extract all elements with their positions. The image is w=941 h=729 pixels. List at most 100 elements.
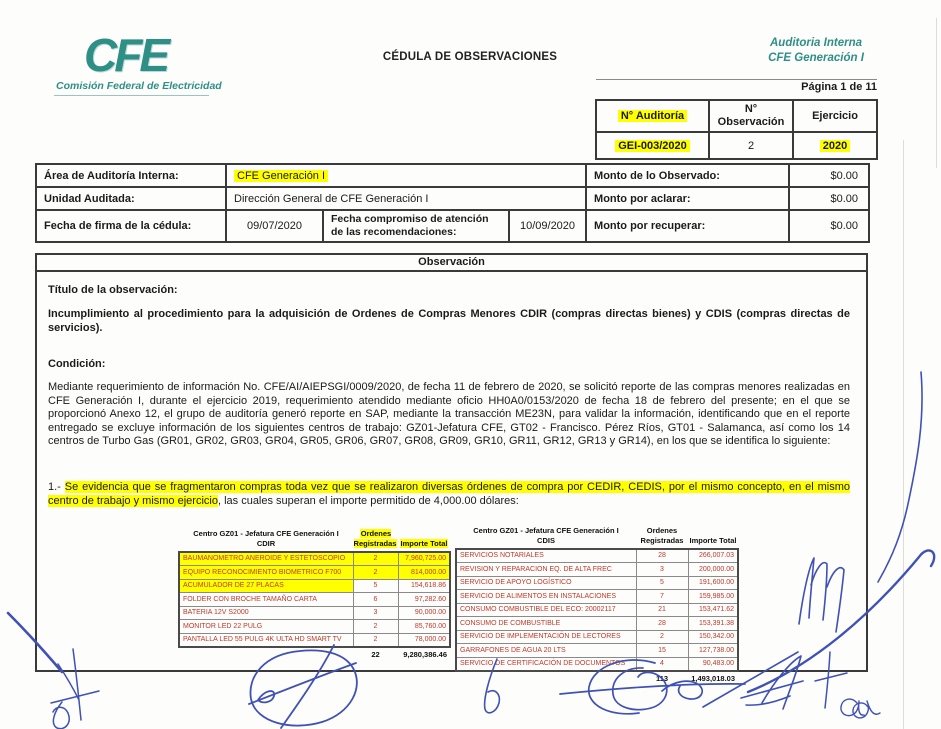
table-row: SERVICIO DE CERTIFICACIÓN DE DOCUMENTOS 4…	[455, 656, 739, 672]
cell-name: CONSUMO DE COMBUSTIBLE	[455, 616, 637, 631]
cell-amount: 154,618.86	[397, 578, 451, 593]
scan-edge-line	[903, 140, 904, 729]
cdir-amount-header: Importe Total	[399, 538, 449, 548]
cell-amount: 97,282.60	[397, 592, 451, 607]
cell-orders: 5	[635, 575, 689, 590]
cdir-total-amount: 9,280,386.46	[403, 650, 447, 659]
finding-prefix: 1.-	[48, 481, 65, 493]
cell-amount: 159,985.00	[687, 589, 739, 604]
cell-orders: 28	[635, 548, 689, 563]
cell-name: CONSUMO COMBUSTIBLE DEL ECO: 20002117	[455, 602, 637, 617]
signature-date-label: Fecha de firma de la cédula:	[35, 208, 227, 244]
cell-orders: 2	[635, 629, 689, 644]
cdis-total-amount: 1,493,018.03	[691, 674, 735, 683]
cell-amount: 191,600.00	[687, 575, 739, 590]
finding-suffix: , las cuales superan el importe permitid…	[217, 494, 519, 507]
cell-orders: 6	[352, 592, 399, 607]
observed-value: $0.00	[788, 163, 871, 188]
cell-name: SERVICIO DE APOYO LOGÍSTICO	[455, 575, 637, 590]
commitment-date-label: Fecha compromiso de atención de las reco…	[322, 208, 510, 244]
cell-name: MONITOR LED 22 PULG	[178, 619, 354, 634]
cdir-total-orders: 22	[371, 650, 380, 659]
cell-orders: 21	[635, 602, 689, 617]
cell-orders: 2	[352, 632, 399, 648]
audit-col-header: N° Auditoría	[595, 99, 710, 133]
cell-amount: 153,471.62	[687, 602, 739, 617]
cell-orders: 3	[635, 562, 689, 577]
logo-underline	[54, 95, 209, 96]
cell-amount: 90,483.00	[687, 656, 739, 672]
table-row: EQUIPO RECONOCIMIENTO BIOMETRICO F700 2 81…	[178, 565, 451, 580]
cdir-orders-header: Ordenes Registradas	[353, 529, 398, 548]
exercise-value: 2020	[792, 131, 878, 160]
observation-title-text: Incumplimiento al procedimiento para la …	[48, 308, 850, 334]
exercise-col-header: Ejercicio	[792, 99, 878, 133]
cell-name: EQUIPO RECONOCIMIENTO BIOMETRICO F700	[178, 565, 354, 580]
recover-label: Monto por recuperar:	[585, 208, 791, 244]
cell-orders: 3	[352, 605, 399, 620]
area-label: Área de Auditoría Interna:	[35, 163, 227, 188]
cell-name: REVISION Y REPARACION EQ. DE ALTA FREC	[455, 562, 637, 577]
cell-orders: 5	[352, 578, 399, 593]
cell-amount: 153,391.38	[687, 616, 739, 631]
page-label-rule	[596, 79, 877, 80]
condition-label: Condición:	[48, 358, 106, 370]
observation-col-header: N° Observación	[708, 99, 794, 133]
cell-amount: 90,000.00	[397, 605, 451, 620]
pen-stroke-right-margin	[877, 371, 923, 583]
cell-amount: 150,342.00	[687, 629, 739, 644]
area-value: CFE Generación I	[224, 163, 588, 188]
finding-paragraph: 1.- Se evidencia que se fragmentaron com…	[48, 481, 850, 508]
cell-orders: 28	[635, 616, 689, 631]
table-row: BATERIA 12V S2000 3 90,000.00	[178, 605, 451, 620]
observation-section-header: Observación	[35, 253, 868, 272]
clarify-label: Monto por aclarar:	[585, 186, 791, 211]
cell-orders: 4	[635, 656, 689, 672]
cell-amount: 814,000.00	[397, 565, 451, 580]
observation-number-value: 2	[708, 131, 794, 160]
cell-orders: 2	[352, 565, 399, 580]
cdis-services-table: Centro GZ01 - Jefatura CFE Generación I …	[455, 526, 739, 683]
cell-amount: 127,738.00	[687, 643, 739, 658]
cell-name: SERVICIO DE IMPLEMENTACIÓN DE LECTORES	[455, 629, 637, 644]
unit-label: Unidad Auditada:	[35, 186, 227, 211]
unit-value: Dirección General de CFE Generación I	[224, 186, 588, 211]
cdir-table-title: Centro GZ01 - Jefatura CFE Generación I …	[193, 529, 339, 548]
commitment-date-value: 10/09/2020	[507, 208, 588, 244]
table-row: GARRAFONES DE AGUA 20 LTS 15 127,738.00	[455, 643, 739, 658]
table-row: ACUMULADOR DE 27 PLACAS 5 154,618.86	[178, 578, 451, 593]
clarify-value: $0.00	[788, 186, 871, 211]
audit-number-value: GEI-003/2020	[595, 131, 710, 160]
observation-box	[35, 271, 868, 672]
table-row: BAUMANOMETRO ANEROIDE Y ESTETOSCOPIO 2 7,9…	[178, 551, 451, 566]
cfe-logo: CFE	[84, 29, 170, 81]
table-row: SERVICIO DE APOYO LOGÍSTICO 5 191,600.00	[455, 575, 739, 590]
cell-name: BATERIA 12V S2000	[178, 605, 354, 620]
cell-orders: 2	[352, 619, 399, 634]
cell-name: SERVICIO DE CERTIFICACIÓN DE DOCUMENTOS	[455, 656, 637, 672]
cell-amount: 266,007.03	[687, 548, 739, 563]
table-row: FOLDER CON BROCHE TAMAÑO CARTA 6 97,282.60	[178, 592, 451, 607]
table-row: CONSUMO DE COMBUSTIBLE 28 153,391.38	[455, 616, 739, 631]
document-title: CÉDULA DE OBSERVACIONES	[382, 51, 558, 63]
cell-name: BAUMANOMETRO ANEROIDE Y ESTETOSCOPIO	[178, 551, 354, 566]
cell-orders: 15	[635, 643, 689, 658]
cell-name: SERVICIO DE ALIMENTOS EN INSTALACIONES	[455, 589, 637, 604]
table-row: SERVICIOS NOTARIALES 28 266,007.03	[455, 548, 739, 563]
condition-paragraph: Mediante requerimiento de información No…	[48, 381, 850, 447]
cdis-total-orders: 113	[655, 674, 669, 683]
observed-label: Monto de lo Observado:	[585, 163, 791, 188]
observation-title-label: Título de la observación:	[48, 284, 178, 296]
page-number: Página 1 de 11	[801, 81, 877, 93]
table-row: REVISION Y REPARACION EQ. DE ALTA FREC 3 2…	[455, 562, 739, 577]
department-line2: CFE Generación I	[768, 51, 864, 64]
table-row: CONSUMO COMBUSTIBLE DEL ECO: 20002117 21 1…	[455, 602, 739, 617]
cell-amount: 7,960,725.00	[397, 551, 451, 566]
cell-orders: 7	[635, 589, 689, 604]
recover-value: $0.00	[788, 208, 871, 244]
scan-edge-line-top	[936, 18, 937, 168]
cell-amount: 85,760.00	[397, 619, 451, 634]
cell-name: GARRAFONES DE AGUA 20 LTS	[455, 643, 637, 658]
signature-date-value: 09/07/2020	[225, 208, 324, 244]
